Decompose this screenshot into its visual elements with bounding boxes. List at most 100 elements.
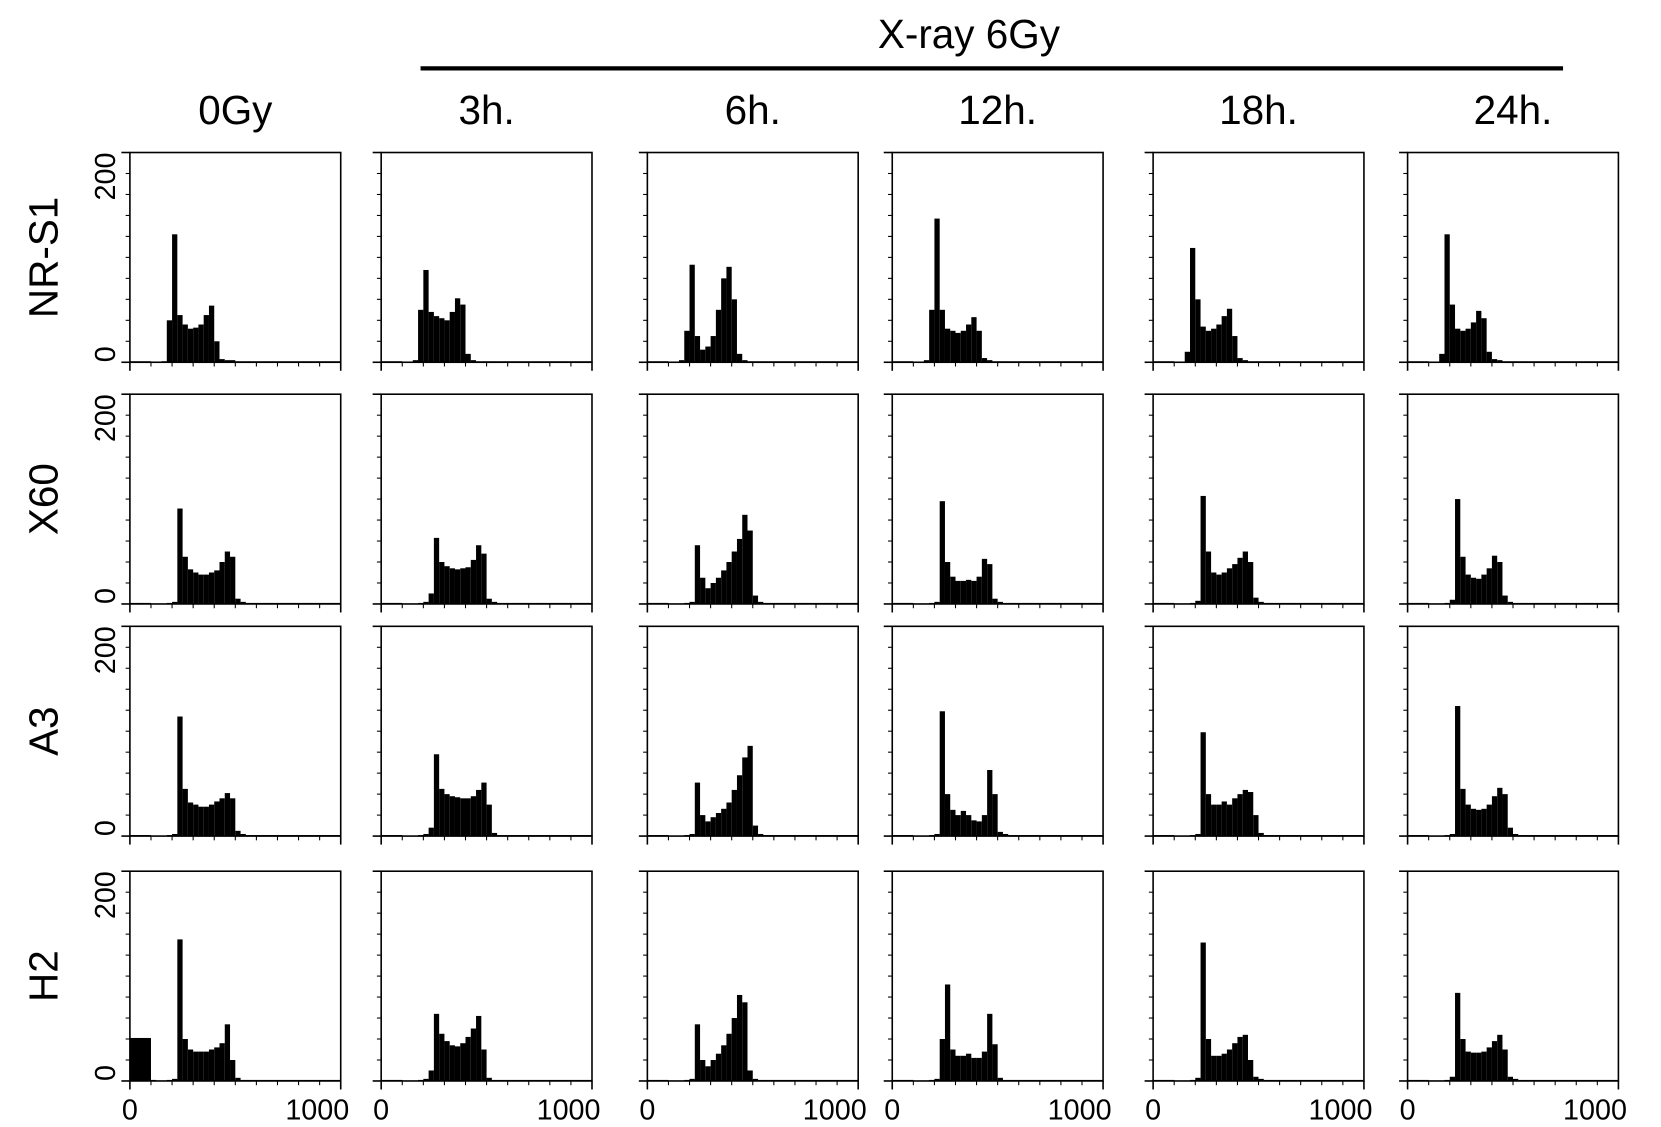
histogram-bar (1195, 1077, 1201, 1081)
histogram-bar (1216, 324, 1222, 363)
row-title: X60 (20, 463, 66, 535)
histogram-bar (465, 567, 471, 604)
histogram-bar (992, 361, 998, 363)
histogram-bar (1460, 1039, 1466, 1081)
histogram-bar (1274, 835, 1280, 837)
histogram-bar (187, 569, 194, 604)
histogram-bar (966, 579, 972, 604)
histogram-bar (1216, 804, 1222, 837)
column-title: 6h. (725, 87, 781, 133)
histogram-bar (976, 1057, 982, 1081)
column-title: 0Gy (198, 87, 273, 133)
histogram-bar (742, 514, 748, 604)
histogram-bar (929, 1079, 935, 1081)
histogram-bar (763, 835, 769, 837)
histogram-bar (240, 361, 246, 363)
histogram-bar (1470, 577, 1477, 604)
histogram-bar (1013, 1079, 1019, 1081)
histogram-bar (481, 553, 487, 604)
histogram-bar (1013, 602, 1019, 604)
histogram-bar (1470, 322, 1477, 363)
histogram-bar (1242, 360, 1248, 363)
histogram-bar (502, 1079, 508, 1081)
histogram-bar (439, 788, 445, 837)
histogram-bar (1497, 1034, 1503, 1081)
histogram-bar (381, 602, 403, 604)
histogram-bar (166, 602, 173, 604)
histogram-bar (950, 330, 956, 363)
histogram-bar (1449, 304, 1456, 363)
histogram-bar (193, 804, 199, 837)
histogram-bar (1279, 1079, 1364, 1081)
histogram-bar (1444, 234, 1450, 363)
histogram-bar (240, 601, 246, 604)
histogram-bar (747, 1070, 753, 1081)
histogram-bar (1407, 1079, 1429, 1081)
histogram-bar (1407, 835, 1429, 837)
histogram-bar (976, 330, 982, 363)
histogram-bar (449, 311, 455, 363)
histogram-bar (694, 782, 701, 837)
histogram-bar (715, 813, 722, 837)
y-tick-label: 0 (90, 346, 122, 362)
histogram-bar (1226, 308, 1233, 363)
histogram-bar (981, 358, 988, 363)
histogram-bar (1455, 706, 1461, 837)
column-title: 18h. (1219, 87, 1298, 133)
histogram-bar (460, 1043, 466, 1081)
histogram-bar (710, 336, 716, 363)
histogram-bar (763, 361, 769, 363)
histogram-bar (997, 601, 1003, 604)
histogram-bar (129, 361, 151, 363)
histogram-bar (251, 835, 257, 837)
histogram-bar (444, 566, 450, 604)
histogram-bar (736, 538, 743, 604)
histogram-bar (736, 775, 743, 837)
histogram-bar (1465, 804, 1471, 837)
histogram-bar (1491, 555, 1498, 604)
x-tick-label: 1000 (285, 1094, 349, 1126)
histogram-bar (1258, 361, 1264, 363)
histogram-bar (1486, 351, 1492, 363)
histogram-bar (1153, 602, 1175, 604)
histogram-bar (768, 602, 774, 604)
histogram-bar (892, 1079, 914, 1081)
histogram-bar (731, 299, 737, 363)
histogram-bar (1253, 1076, 1259, 1081)
x-tick-label: 1000 (1563, 1094, 1627, 1126)
histogram-bar (1470, 808, 1477, 837)
histogram-bar (166, 835, 173, 837)
histogram-bar (934, 833, 940, 837)
histogram-bar (1216, 574, 1222, 604)
histogram-bar (454, 1046, 461, 1081)
histogram-bar (694, 336, 701, 363)
histogram-bar (1221, 1053, 1227, 1081)
y-tick-label: 200 (90, 626, 122, 674)
histogram-bar (172, 1078, 178, 1081)
histogram-bar (1211, 1055, 1217, 1081)
histogram-bar (449, 568, 455, 604)
histogram-bar (950, 809, 956, 837)
histogram-bar (219, 562, 225, 604)
histogram-bar (1497, 787, 1503, 837)
histogram-bar (981, 1051, 988, 1081)
histogram-bar (934, 218, 940, 363)
x-tick-label: 1000 (1048, 1094, 1112, 1126)
histogram-bar (439, 1033, 445, 1081)
histogram-bar (1497, 360, 1503, 363)
histogram-bar (742, 360, 748, 363)
histogram-bar (1190, 1079, 1196, 1081)
histogram-bar (1216, 1055, 1222, 1081)
histogram-bar (470, 1028, 477, 1081)
histogram-bar (235, 598, 241, 604)
histogram-bar (1486, 1047, 1492, 1081)
histogram-bar (689, 601, 695, 604)
histogram-bar (1237, 358, 1243, 363)
histogram-bar (187, 802, 194, 837)
histogram-bar (1444, 602, 1450, 604)
histogram-bar (491, 832, 498, 837)
histogram-bar (1513, 602, 1519, 604)
histogram-bar (1002, 1079, 1009, 1081)
histogram-bar (987, 1013, 993, 1081)
histogram-bar (1518, 602, 1524, 604)
